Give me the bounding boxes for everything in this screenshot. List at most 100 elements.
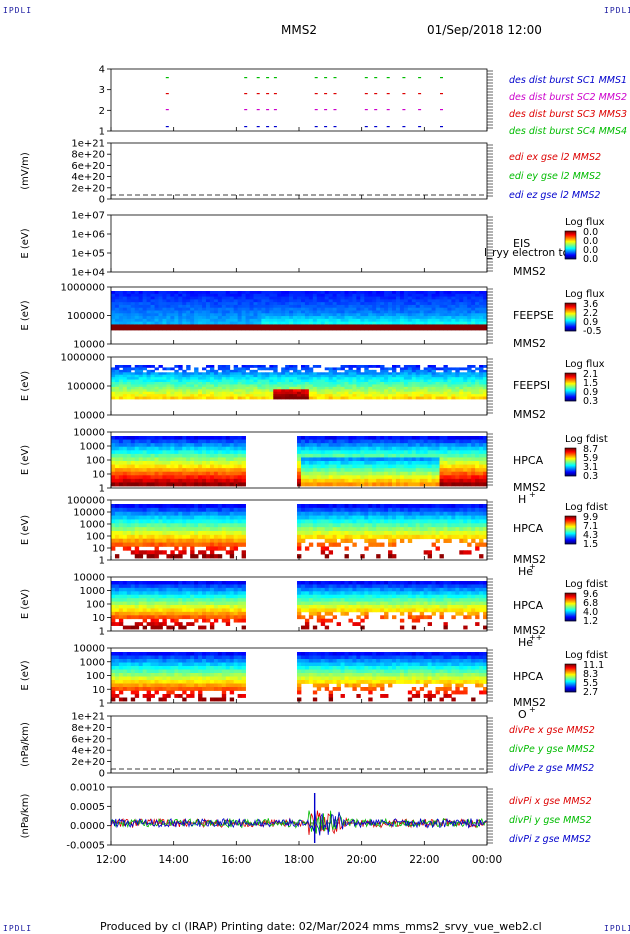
feepsi-cell <box>158 377 163 380</box>
feepse-cell <box>348 296 353 300</box>
feepse-cbar-cell <box>565 315 576 317</box>
feepse-cell <box>261 324 266 328</box>
hpca_he-cell <box>126 538 132 543</box>
feepsi-cell <box>320 372 326 376</box>
feepsi-cell <box>229 379 235 383</box>
hpca_he-cell <box>154 507 159 513</box>
feepsi-cell <box>114 365 120 368</box>
feepse-cell <box>388 313 393 317</box>
feepsi-cell <box>237 386 243 390</box>
hpca_he-cell <box>300 511 306 516</box>
hpca_he-cell <box>150 515 155 520</box>
hpca_he-cell <box>178 523 183 528</box>
feepsi-cell <box>431 389 436 393</box>
burst-mark <box>364 77 368 79</box>
hpca_he-cell <box>364 546 369 551</box>
hpca_h-cell <box>304 450 310 455</box>
feepsi-cell <box>415 372 421 376</box>
feepse-cell <box>388 316 393 320</box>
feepsi-cell <box>249 384 254 388</box>
feepse-cell <box>463 313 468 317</box>
feepse-cell <box>289 324 294 328</box>
hpca_h-cell <box>423 450 429 455</box>
feepsi-cell <box>233 372 239 376</box>
feepse-cell <box>233 310 239 314</box>
hpca_he-cell <box>316 507 322 513</box>
feepsi-cell <box>368 384 373 388</box>
hpca_he-cell <box>205 554 211 559</box>
hpca_h-cell <box>411 446 417 451</box>
feepsi-cell <box>447 394 452 397</box>
feepse-cell <box>467 318 472 323</box>
feepse-cell <box>225 321 231 325</box>
feepsi-cell <box>451 377 456 380</box>
hpca_h-cell <box>142 471 148 476</box>
hpca_h-cell <box>427 457 432 462</box>
feepsi-cell <box>451 391 456 395</box>
hpca_he-cell <box>403 534 409 540</box>
feepse-cell <box>455 313 460 317</box>
feepsi-cell <box>273 389 278 393</box>
hpca_he-cell <box>138 554 144 559</box>
hpca_he-cell <box>154 542 159 547</box>
feepsi-cell <box>269 389 274 393</box>
feepsi-cell <box>316 396 322 400</box>
feepsi-cell <box>439 384 444 388</box>
hpca_h-cell <box>336 482 341 487</box>
feepse-cell <box>217 324 223 328</box>
feepse-cell <box>229 307 235 311</box>
hpca_h-cbar-cell <box>565 462 576 464</box>
feepsi-cell <box>395 372 401 376</box>
hpca_h-cell <box>205 453 211 458</box>
feepse-cell <box>431 302 436 306</box>
feepse-cell <box>154 302 159 306</box>
hpca_he-cell <box>126 523 132 528</box>
feepsi-cell <box>174 374 179 378</box>
feepsi-cell <box>213 389 219 393</box>
hpca_he-cell <box>229 534 235 540</box>
feepse-cell <box>455 324 460 328</box>
hpca_h-cell <box>407 453 413 458</box>
feepsi-cell <box>202 372 207 376</box>
hpca_h-cell <box>483 478 488 483</box>
hpca_he-cell <box>308 519 314 524</box>
hpca_h-cell <box>439 436 444 440</box>
hpca_he-cell <box>411 527 417 532</box>
feepse-cell <box>253 324 258 328</box>
feepsi-cell <box>332 389 337 393</box>
hpca_he-cell <box>217 554 223 559</box>
hpca_h-cell <box>336 446 341 451</box>
feepsi-cell <box>111 384 116 388</box>
feepse-cell <box>471 299 476 303</box>
feepse-cell <box>142 302 148 306</box>
hpca_h-cell <box>126 436 132 440</box>
feepsi-cell <box>356 382 361 385</box>
corner-label-top-left: IPDLI <box>3 6 33 15</box>
feepsi-cell <box>328 382 334 385</box>
feepse-cell <box>182 291 187 295</box>
hpca_h-cell <box>150 482 155 487</box>
hpca_he-cell <box>233 531 239 536</box>
hpca_h-cell <box>118 453 124 458</box>
hpca_h-cell <box>297 468 302 473</box>
hpca_h-cell <box>439 453 444 458</box>
feepse-cell <box>126 302 132 306</box>
feepse-cell <box>277 291 282 295</box>
feepse-cell <box>467 296 472 300</box>
feepsi-cell <box>118 369 124 373</box>
feepse-cell <box>423 318 429 323</box>
hpca_he-cell <box>392 507 397 513</box>
feepsi-cell <box>257 384 262 388</box>
hpca_h-cell <box>372 450 377 455</box>
hpca_h-cell <box>202 468 207 473</box>
hpca_he-cell <box>162 542 167 547</box>
feepse-cell <box>356 316 361 320</box>
feepsi-cell <box>174 377 179 380</box>
feepsi-cell <box>427 386 432 390</box>
feepsi-cell <box>122 394 128 397</box>
hpca_he-cell <box>348 504 353 509</box>
feepse-cell <box>209 291 215 295</box>
hpca_h-cell <box>237 464 243 469</box>
feepsi-cell <box>479 372 484 376</box>
feepsi-cell <box>403 389 409 393</box>
